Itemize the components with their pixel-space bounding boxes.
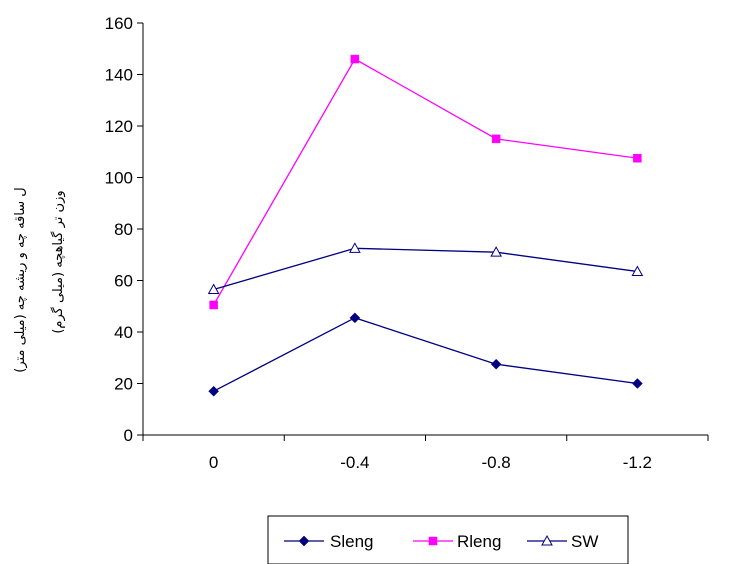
- legend-label: Rleng: [457, 532, 501, 551]
- y-tick-label: 80: [114, 220, 133, 239]
- series-line: [213, 58, 638, 306]
- data-point: [631, 265, 644, 276]
- x-tick-label: -0.8: [481, 453, 510, 472]
- legend-marker: [541, 534, 553, 546]
- y-tick-label: 160: [105, 14, 133, 33]
- series-rleng: [209, 54, 642, 310]
- y-axis-label: ل ساقه چه و ریشه چه (میلی متر) وزن تر گی…: [13, 187, 66, 372]
- legend-box: [267, 515, 629, 564]
- y-tick-label: 120: [105, 117, 133, 136]
- x-tick-label: -0.4: [340, 453, 369, 472]
- data-point: [208, 385, 219, 397]
- series-sw: [207, 242, 644, 295]
- legend-label: SW: [571, 532, 598, 551]
- y-tick-label: 20: [114, 375, 133, 394]
- y-tick-label: 100: [105, 169, 133, 188]
- x-tick-label: 0: [209, 453, 218, 472]
- legend-marker: [298, 535, 310, 547]
- y-axis-label-line-1: ل ساقه چه و ریشه چه (میلی متر): [13, 187, 28, 372]
- legend-marker: [428, 536, 438, 546]
- data-point: [490, 358, 502, 370]
- x-tick-label: -1.2: [623, 453, 652, 472]
- legend-item-sw: SW: [527, 532, 598, 551]
- legend-item-rleng: Rleng: [413, 532, 501, 551]
- legend-label: Sleng: [330, 532, 373, 551]
- chart-axes: 0 20 40 60 80 100 120 140 160 0 -0.4 -0.8 -1.2: [105, 14, 709, 472]
- y-tick-label: 140: [105, 66, 133, 85]
- data-point: [491, 134, 501, 144]
- data-point: [490, 246, 502, 257]
- series-line: [213, 317, 638, 392]
- legend-item-sleng: Sleng: [284, 532, 373, 551]
- data-point: [349, 312, 361, 324]
- data-point: [209, 300, 218, 310]
- chart-legend: Sleng Rleng SW: [267, 515, 629, 564]
- series-sleng: [208, 312, 643, 397]
- data-point: [207, 283, 220, 295]
- y-tick-label: 60: [114, 272, 133, 291]
- y-tick-label: 0: [124, 426, 133, 445]
- y-axis-label-line-2: وزن تر گیاهچه (میلی گرم): [50, 190, 66, 333]
- chart-series: [207, 54, 644, 397]
- data-point: [632, 378, 643, 389]
- series-line: [213, 247, 638, 291]
- data-point: [350, 54, 360, 64]
- y-tick-label: 40: [114, 323, 133, 342]
- data-point: [633, 153, 642, 163]
- data-point: [349, 242, 361, 253]
